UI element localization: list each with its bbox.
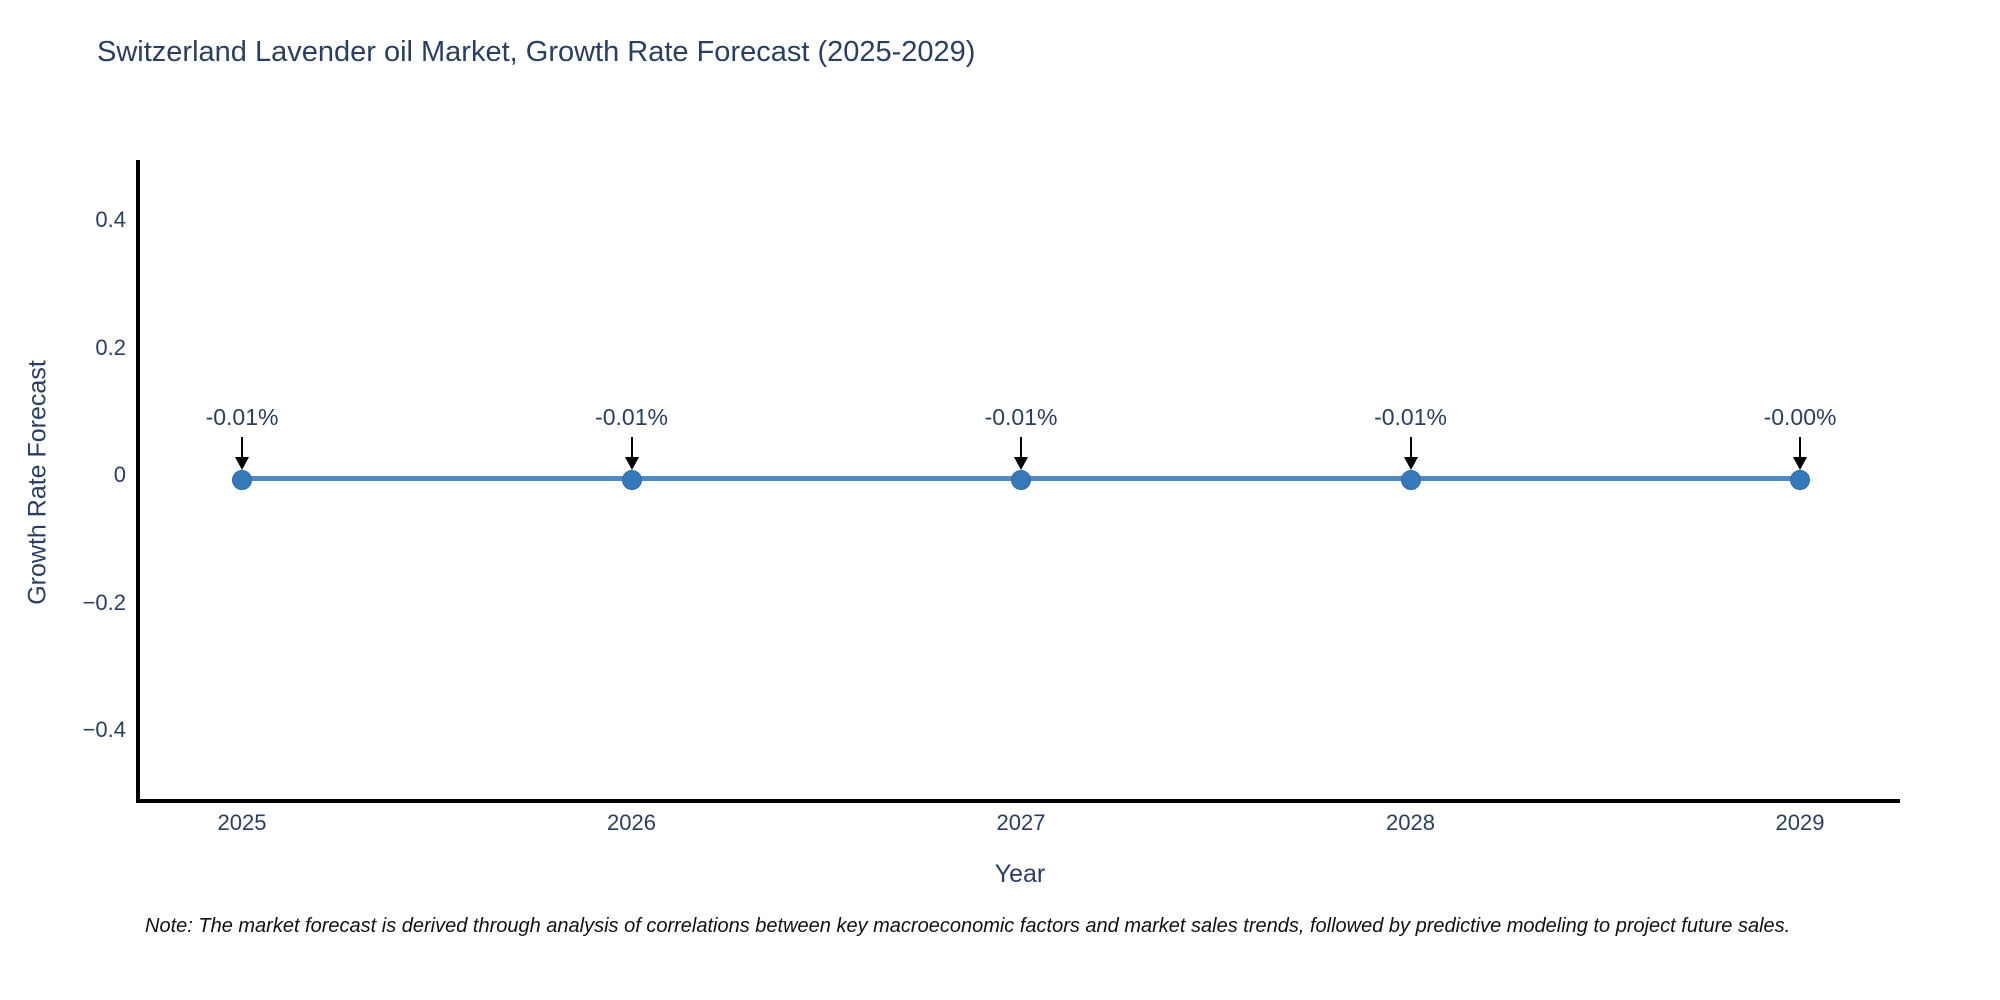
y-axis-line	[136, 160, 140, 803]
annotation-arrowhead-icon	[1403, 457, 1418, 470]
point-annotation-label: -0.01%	[984, 404, 1058, 430]
data-point[interactable]	[1011, 470, 1031, 490]
point-annotation-label: -0.01%	[595, 404, 668, 430]
annotation-arrow-shaft	[1799, 437, 1801, 459]
x-tick-label: 2026	[607, 810, 656, 835]
annotation-arrow-shaft	[241, 437, 243, 459]
data-point[interactable]	[1790, 470, 1810, 490]
point-annotation-label: -0.01%	[205, 404, 279, 430]
x-tick-label: 2028	[1386, 810, 1435, 835]
x-tick-label: 2027	[996, 810, 1046, 835]
data-point[interactable]	[1400, 470, 1421, 490]
point-annotation-label: -0.01%	[1374, 404, 1447, 430]
y-tick-label: 0.2	[95, 334, 126, 360]
chart-note: Note: The market forecast is derived thr…	[145, 915, 1791, 937]
annotation-arrow-shaft	[1409, 437, 1412, 459]
data-point[interactable]	[621, 470, 642, 490]
x-axis-line	[136, 799, 1900, 803]
y-tick-label: 0	[113, 462, 126, 487]
annotation-arrow-shaft	[630, 437, 633, 459]
y-tick-label: 0.4	[95, 207, 126, 232]
annotation-arrowhead-icon	[1793, 457, 1807, 470]
annotation-arrowhead-icon	[624, 457, 639, 470]
x-tick-label: 2029	[1775, 810, 1825, 835]
data-point[interactable]	[232, 470, 252, 490]
point-annotation-label: -0.00%	[1763, 404, 1837, 430]
y-tick-label: −0.4	[82, 717, 126, 742]
chart-title: Switzerland Lavender oil Market, Growth …	[97, 36, 976, 68]
y-tick-label: −0.2	[82, 589, 126, 615]
annotation-arrowhead-icon	[235, 457, 249, 470]
x-axis-title: Year	[994, 860, 1046, 888]
x-tick-label: 2025	[217, 810, 267, 835]
annotation-arrow-shaft	[1020, 437, 1022, 459]
annotation-arrowhead-icon	[1014, 457, 1028, 470]
